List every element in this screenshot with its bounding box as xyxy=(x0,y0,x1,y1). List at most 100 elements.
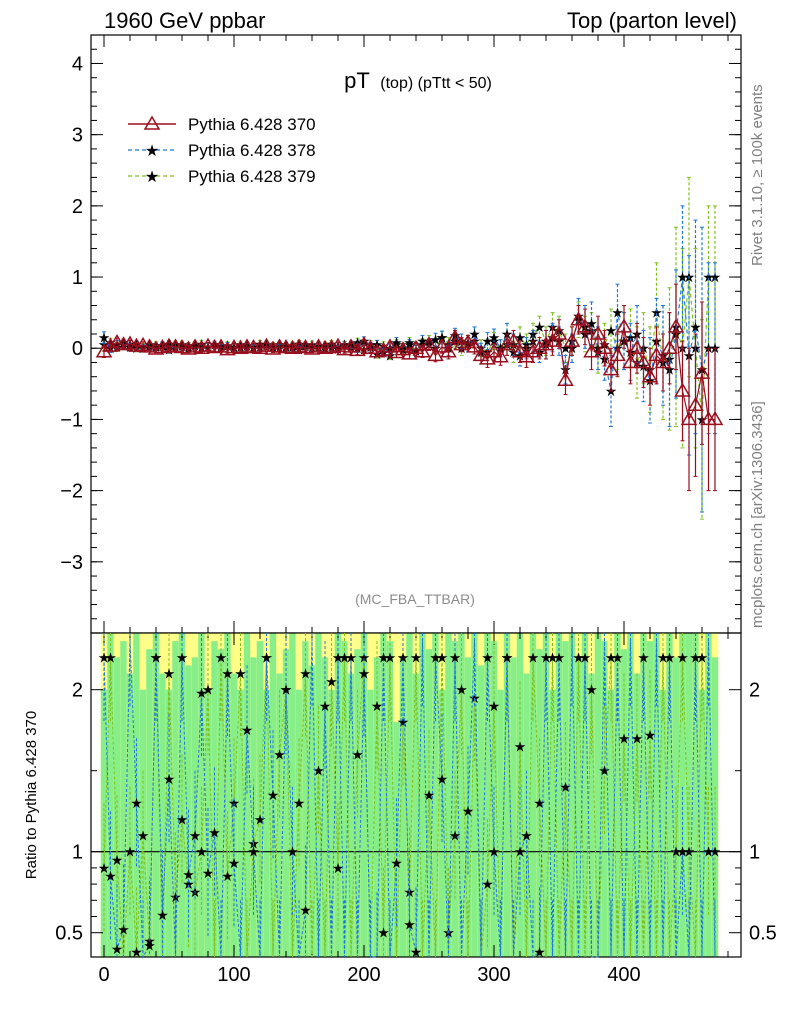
ratio-point-379: ★ xyxy=(481,876,494,892)
ratio-point-378: ★ xyxy=(488,844,501,860)
point-379: ★ xyxy=(533,319,546,335)
ratio-band-green xyxy=(217,649,225,957)
main-ytick-label: 4 xyxy=(72,53,83,75)
point-370 xyxy=(615,318,633,333)
point-370 xyxy=(323,339,340,354)
legend-label-379: Pythia 6.428 379 xyxy=(188,167,316,186)
ratio-ytick-label-left: 1 xyxy=(72,842,83,864)
point-370 xyxy=(342,338,360,353)
ratio-band-green xyxy=(575,657,582,957)
ratio-point-379: ★ xyxy=(371,698,384,714)
ratio-band-green xyxy=(159,673,166,957)
ratio-point-379: ★ xyxy=(631,730,644,746)
ratio-band-green xyxy=(269,633,277,957)
ratio-point-378: ★ xyxy=(208,824,221,840)
ratio-point-379: ★ xyxy=(130,944,143,960)
point-379: ★ xyxy=(624,330,637,346)
ratio-band-green xyxy=(386,641,394,957)
ratio-band-green xyxy=(334,633,342,957)
ratio-band-green xyxy=(607,689,615,957)
ratio-point-379: ★ xyxy=(436,649,449,665)
ratio-point-379: ★ xyxy=(585,682,598,698)
ratio-line-378 xyxy=(103,641,716,959)
ratio-band-green xyxy=(302,641,309,957)
legend-item-379: ★ Pythia 6.428 379 xyxy=(128,167,316,186)
ratio-ytick-label-left: 2 xyxy=(72,680,83,702)
ratio-point-378: ★ xyxy=(481,649,494,665)
ratio-band-green xyxy=(588,673,595,957)
point-370 xyxy=(693,364,711,379)
ratio-point-379: ★ xyxy=(332,860,345,876)
ratio-point-379: ★ xyxy=(546,649,559,665)
ratio-point-378: ★ xyxy=(520,828,533,844)
point-378: ★ xyxy=(585,315,598,331)
point-370 xyxy=(355,336,373,351)
ratio-point-379: ★ xyxy=(696,649,709,665)
ratio-band-green xyxy=(380,633,387,957)
ratio-point-378: ★ xyxy=(299,902,312,918)
ratio-band-green xyxy=(451,641,459,957)
ratio-band-green xyxy=(354,649,361,957)
ratio-point-378: ★ xyxy=(247,844,260,860)
ratio-point-378: ★ xyxy=(260,649,273,665)
ratio-point-378: ★ xyxy=(637,649,650,665)
ratio-point-379: ★ xyxy=(273,747,286,763)
point-370 xyxy=(511,343,529,358)
ratio-ytick-label-left: 0.5 xyxy=(55,923,83,945)
ratio-band-green xyxy=(256,641,264,957)
point-370 xyxy=(654,353,672,369)
ratio-point-378: ★ xyxy=(358,666,371,682)
ratio-point-378: ★ xyxy=(241,722,254,738)
point-370 xyxy=(446,329,464,344)
point-370 xyxy=(284,339,301,354)
legend-item-370: Pythia 6.428 370 xyxy=(128,115,316,134)
ratio-band-green xyxy=(198,633,205,957)
ratio-band-green xyxy=(633,673,641,957)
legend: Pythia 6.428 370 ★ Pythia 6.428 378 ★ Py… xyxy=(128,115,316,186)
point-378: ★ xyxy=(676,269,689,285)
point-370 xyxy=(570,311,587,326)
ratio-band-green xyxy=(321,657,329,957)
ratio-point-379: ★ xyxy=(325,674,338,690)
ratio-point-378: ★ xyxy=(377,649,390,665)
ratio-point-378: ★ xyxy=(501,649,514,665)
point-370 xyxy=(622,353,639,369)
point-370 xyxy=(635,353,652,369)
side-mcplots: mcplots.cern.ch [arXiv:1306.3436] xyxy=(749,401,766,628)
ratio-band-green xyxy=(659,689,667,957)
legend-label-378: Pythia 6.428 378 xyxy=(188,141,316,160)
ratio-band-green xyxy=(549,689,556,957)
ratio-band-green xyxy=(477,665,485,957)
point-370 xyxy=(557,371,574,387)
point-370 xyxy=(687,396,704,411)
point-370 xyxy=(466,338,483,353)
ratio-ylabel: Ratio to Pythia 6.428 370 xyxy=(23,711,40,879)
ratio-point-378: ★ xyxy=(98,649,111,665)
ratio-band-green xyxy=(445,633,452,957)
ratio-point-378: ★ xyxy=(611,649,624,665)
ratio-point-378: ★ xyxy=(163,771,176,787)
ratio-xtick-label: 400 xyxy=(607,964,640,986)
point-370 xyxy=(661,339,678,354)
ratio-point-379: ★ xyxy=(299,666,312,682)
ratio-point-379: ★ xyxy=(124,844,137,860)
point-378: ★ xyxy=(436,330,449,346)
ratio-point-379: ★ xyxy=(234,666,247,682)
ratio-point-378: ★ xyxy=(663,649,676,665)
ratio-point-379: ★ xyxy=(670,844,683,860)
plot-title: pT (top) (pTtt < 50) xyxy=(344,68,492,93)
point-370 xyxy=(667,318,685,333)
ratio-band-green xyxy=(347,673,355,957)
ratio-point-379: ★ xyxy=(702,844,715,860)
point-378: ★ xyxy=(488,330,501,346)
point-370 xyxy=(596,339,613,354)
ratio-point-379: ★ xyxy=(455,682,468,698)
ratio-point-379: ★ xyxy=(111,852,124,868)
ratio-band-green xyxy=(581,633,589,957)
point-370 xyxy=(648,346,665,362)
point-370 xyxy=(674,382,691,397)
ratio-band-green xyxy=(152,633,160,957)
point-370 xyxy=(394,341,412,356)
ratio-band-green xyxy=(516,633,524,957)
ratio-band-green xyxy=(341,641,348,957)
